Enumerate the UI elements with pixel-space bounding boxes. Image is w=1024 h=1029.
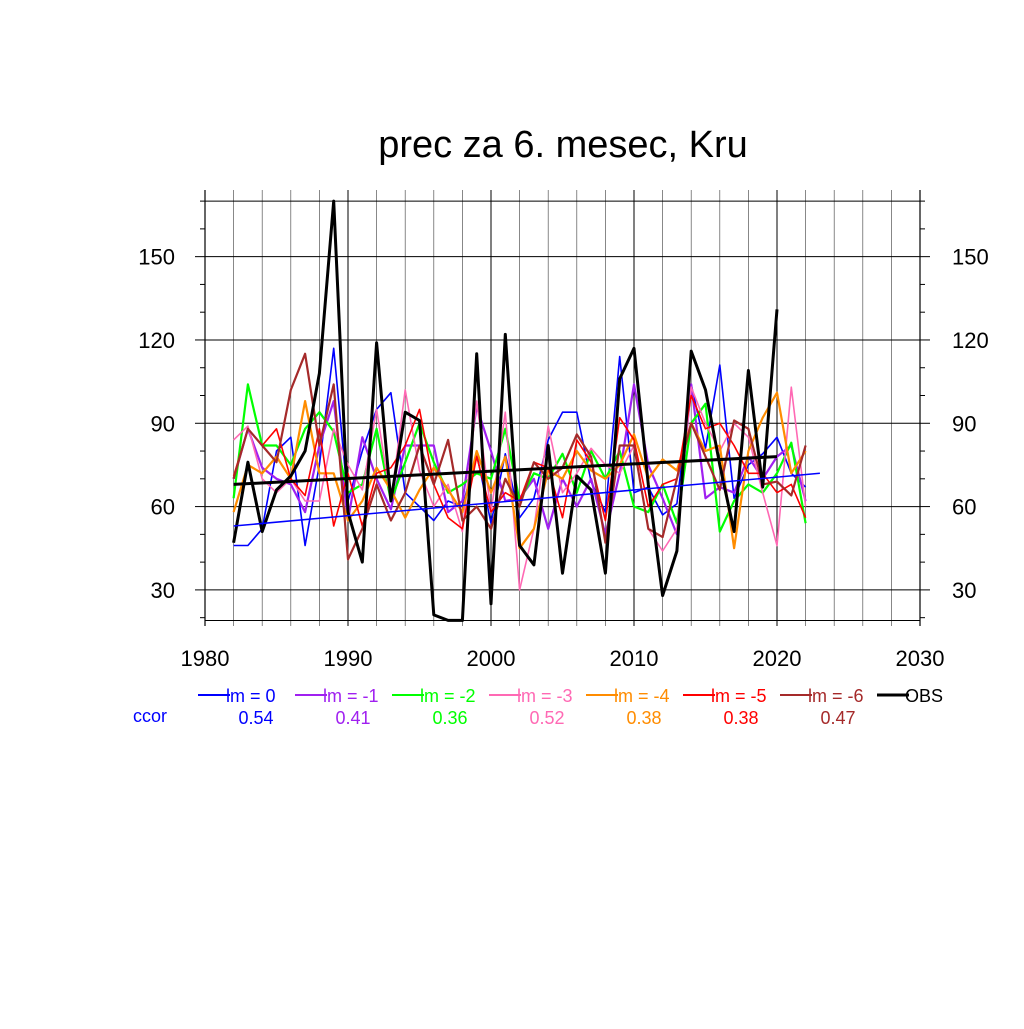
legend: ccor lm = 00.54 lm = -10.41 lm = -20.36 lm =…	[133, 686, 943, 728]
y-tick-label-right: 150	[952, 245, 989, 270]
x-tick-label: 2020	[753, 646, 802, 671]
legend-label-5: lm = -5	[711, 686, 767, 706]
ccor-label: ccor	[133, 706, 167, 726]
x-tick-label: 2000	[467, 646, 516, 671]
ccor-value-4: 0.38	[626, 708, 661, 728]
ccor-value-5: 0.38	[723, 708, 758, 728]
ccor-value-0: 0.54	[238, 708, 273, 728]
legend-label-4: lm = -4	[614, 686, 670, 706]
legend-label-1: lm = -1	[323, 686, 379, 706]
legend-label-3: lm = -3	[517, 686, 573, 706]
series-layer	[232, 199, 820, 622]
legend-label-0: lm = 0	[226, 686, 276, 706]
y-tick-label-right: 120	[952, 328, 989, 353]
series-line-4	[232, 391, 807, 550]
legend-label-2: lm = -2	[420, 686, 476, 706]
series-line-7	[232, 199, 779, 622]
series-line-6	[232, 352, 807, 561]
y-tick-label-left: 120	[138, 328, 175, 353]
ccor-value-1: 0.41	[335, 708, 370, 728]
ccor-value-3: 0.52	[529, 708, 564, 728]
legend-label-6: lm = -6	[808, 686, 864, 706]
y-tick-label-left: 30	[151, 578, 175, 603]
x-tick-label: 2010	[610, 646, 659, 671]
axes: 30 30 60 60 90 90 120 120 150 150 1980 1990 2000 2010…	[138, 190, 989, 671]
x-tick-label: 1980	[181, 646, 230, 671]
trend-line-0	[233, 472, 820, 527]
y-tick-label-right: 90	[952, 411, 976, 436]
y-tick-label-left: 90	[151, 411, 175, 436]
trend-line-7	[233, 455, 778, 486]
y-tick-label-right: 60	[952, 495, 976, 520]
legend-label-7: OBS	[905, 686, 943, 706]
y-tick-label-left: 60	[151, 495, 175, 520]
ccor-value-6: 0.47	[820, 708, 855, 728]
ccor-value-2: 0.36	[432, 708, 467, 728]
series-line-3	[233, 386, 807, 591]
chart-title: prec za 6. mesec, Kru	[378, 124, 748, 166]
x-tick-label: 2030	[896, 646, 945, 671]
y-tick-label-right: 30	[952, 578, 976, 603]
y-tick-label-left: 150	[138, 245, 175, 270]
x-tick-label: 1990	[324, 646, 373, 671]
